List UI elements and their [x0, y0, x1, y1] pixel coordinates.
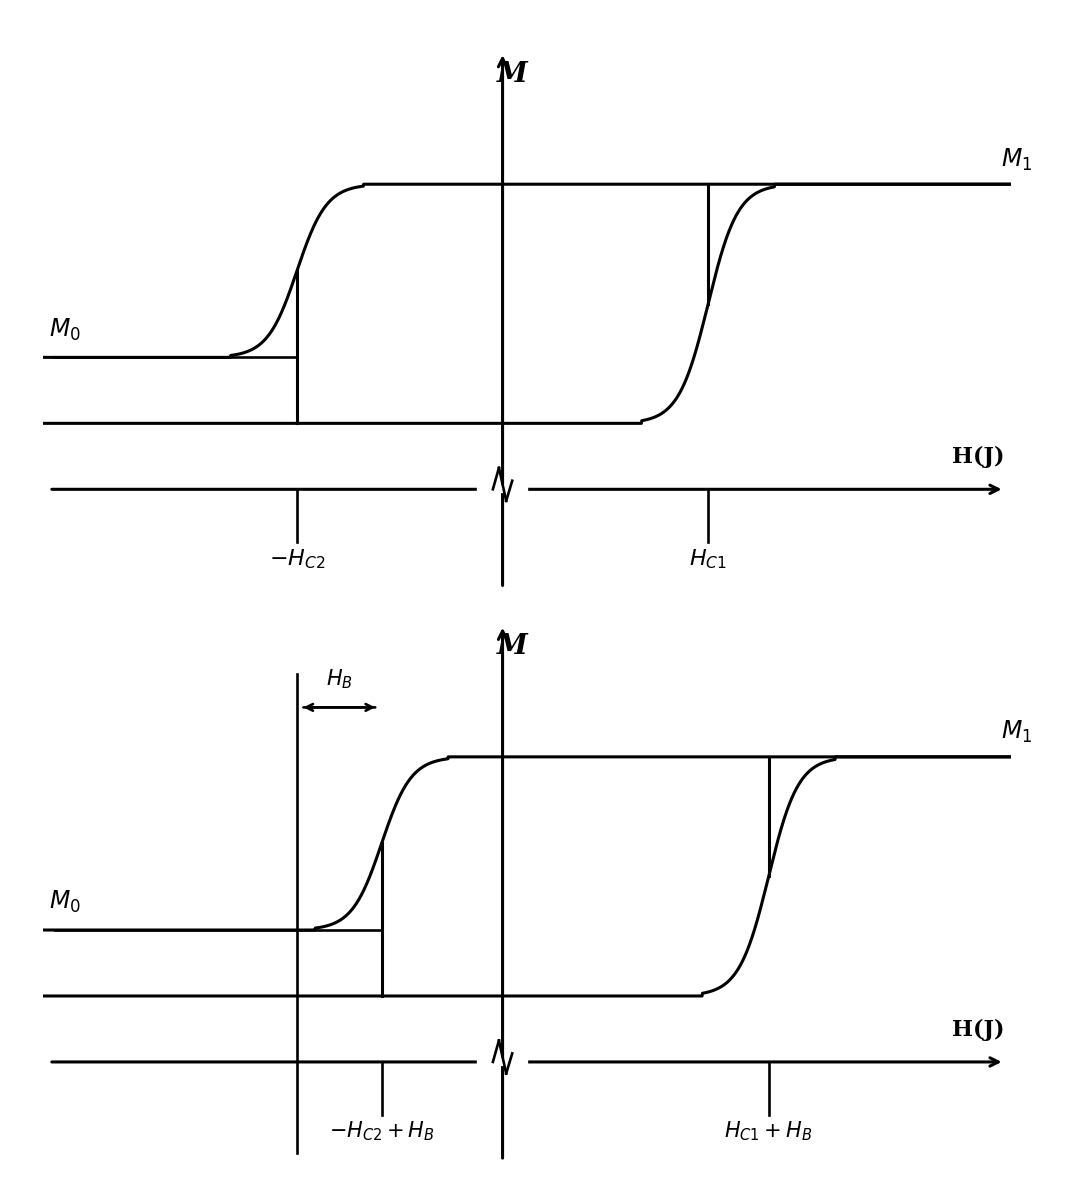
Text: M: M — [497, 61, 528, 87]
Text: $H_B$: $H_B$ — [326, 667, 353, 691]
Text: $M_0$: $M_0$ — [49, 316, 81, 342]
Text: $M_1$: $M_1$ — [1001, 147, 1032, 173]
Text: $-H_{C2}$: $-H_{C2}$ — [269, 548, 326, 570]
Text: $M_1$: $M_1$ — [1001, 719, 1032, 746]
Text: $H_{C1}+H_B$: $H_{C1}+H_B$ — [725, 1120, 813, 1143]
Text: H(J): H(J) — [952, 446, 1004, 468]
Text: H(J): H(J) — [952, 1019, 1004, 1040]
Text: $-H_{C2}+H_B$: $-H_{C2}+H_B$ — [329, 1120, 434, 1143]
Text: M: M — [497, 633, 528, 660]
Text: $H_{C1}$: $H_{C1}$ — [689, 548, 727, 570]
Text: $M_0$: $M_0$ — [49, 889, 81, 915]
